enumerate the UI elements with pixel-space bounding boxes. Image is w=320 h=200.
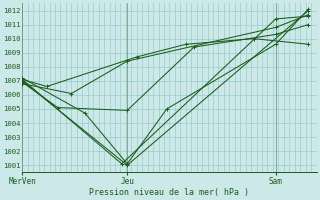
X-axis label: Pression niveau de la mer( hPa ): Pression niveau de la mer( hPa ) xyxy=(90,188,250,197)
